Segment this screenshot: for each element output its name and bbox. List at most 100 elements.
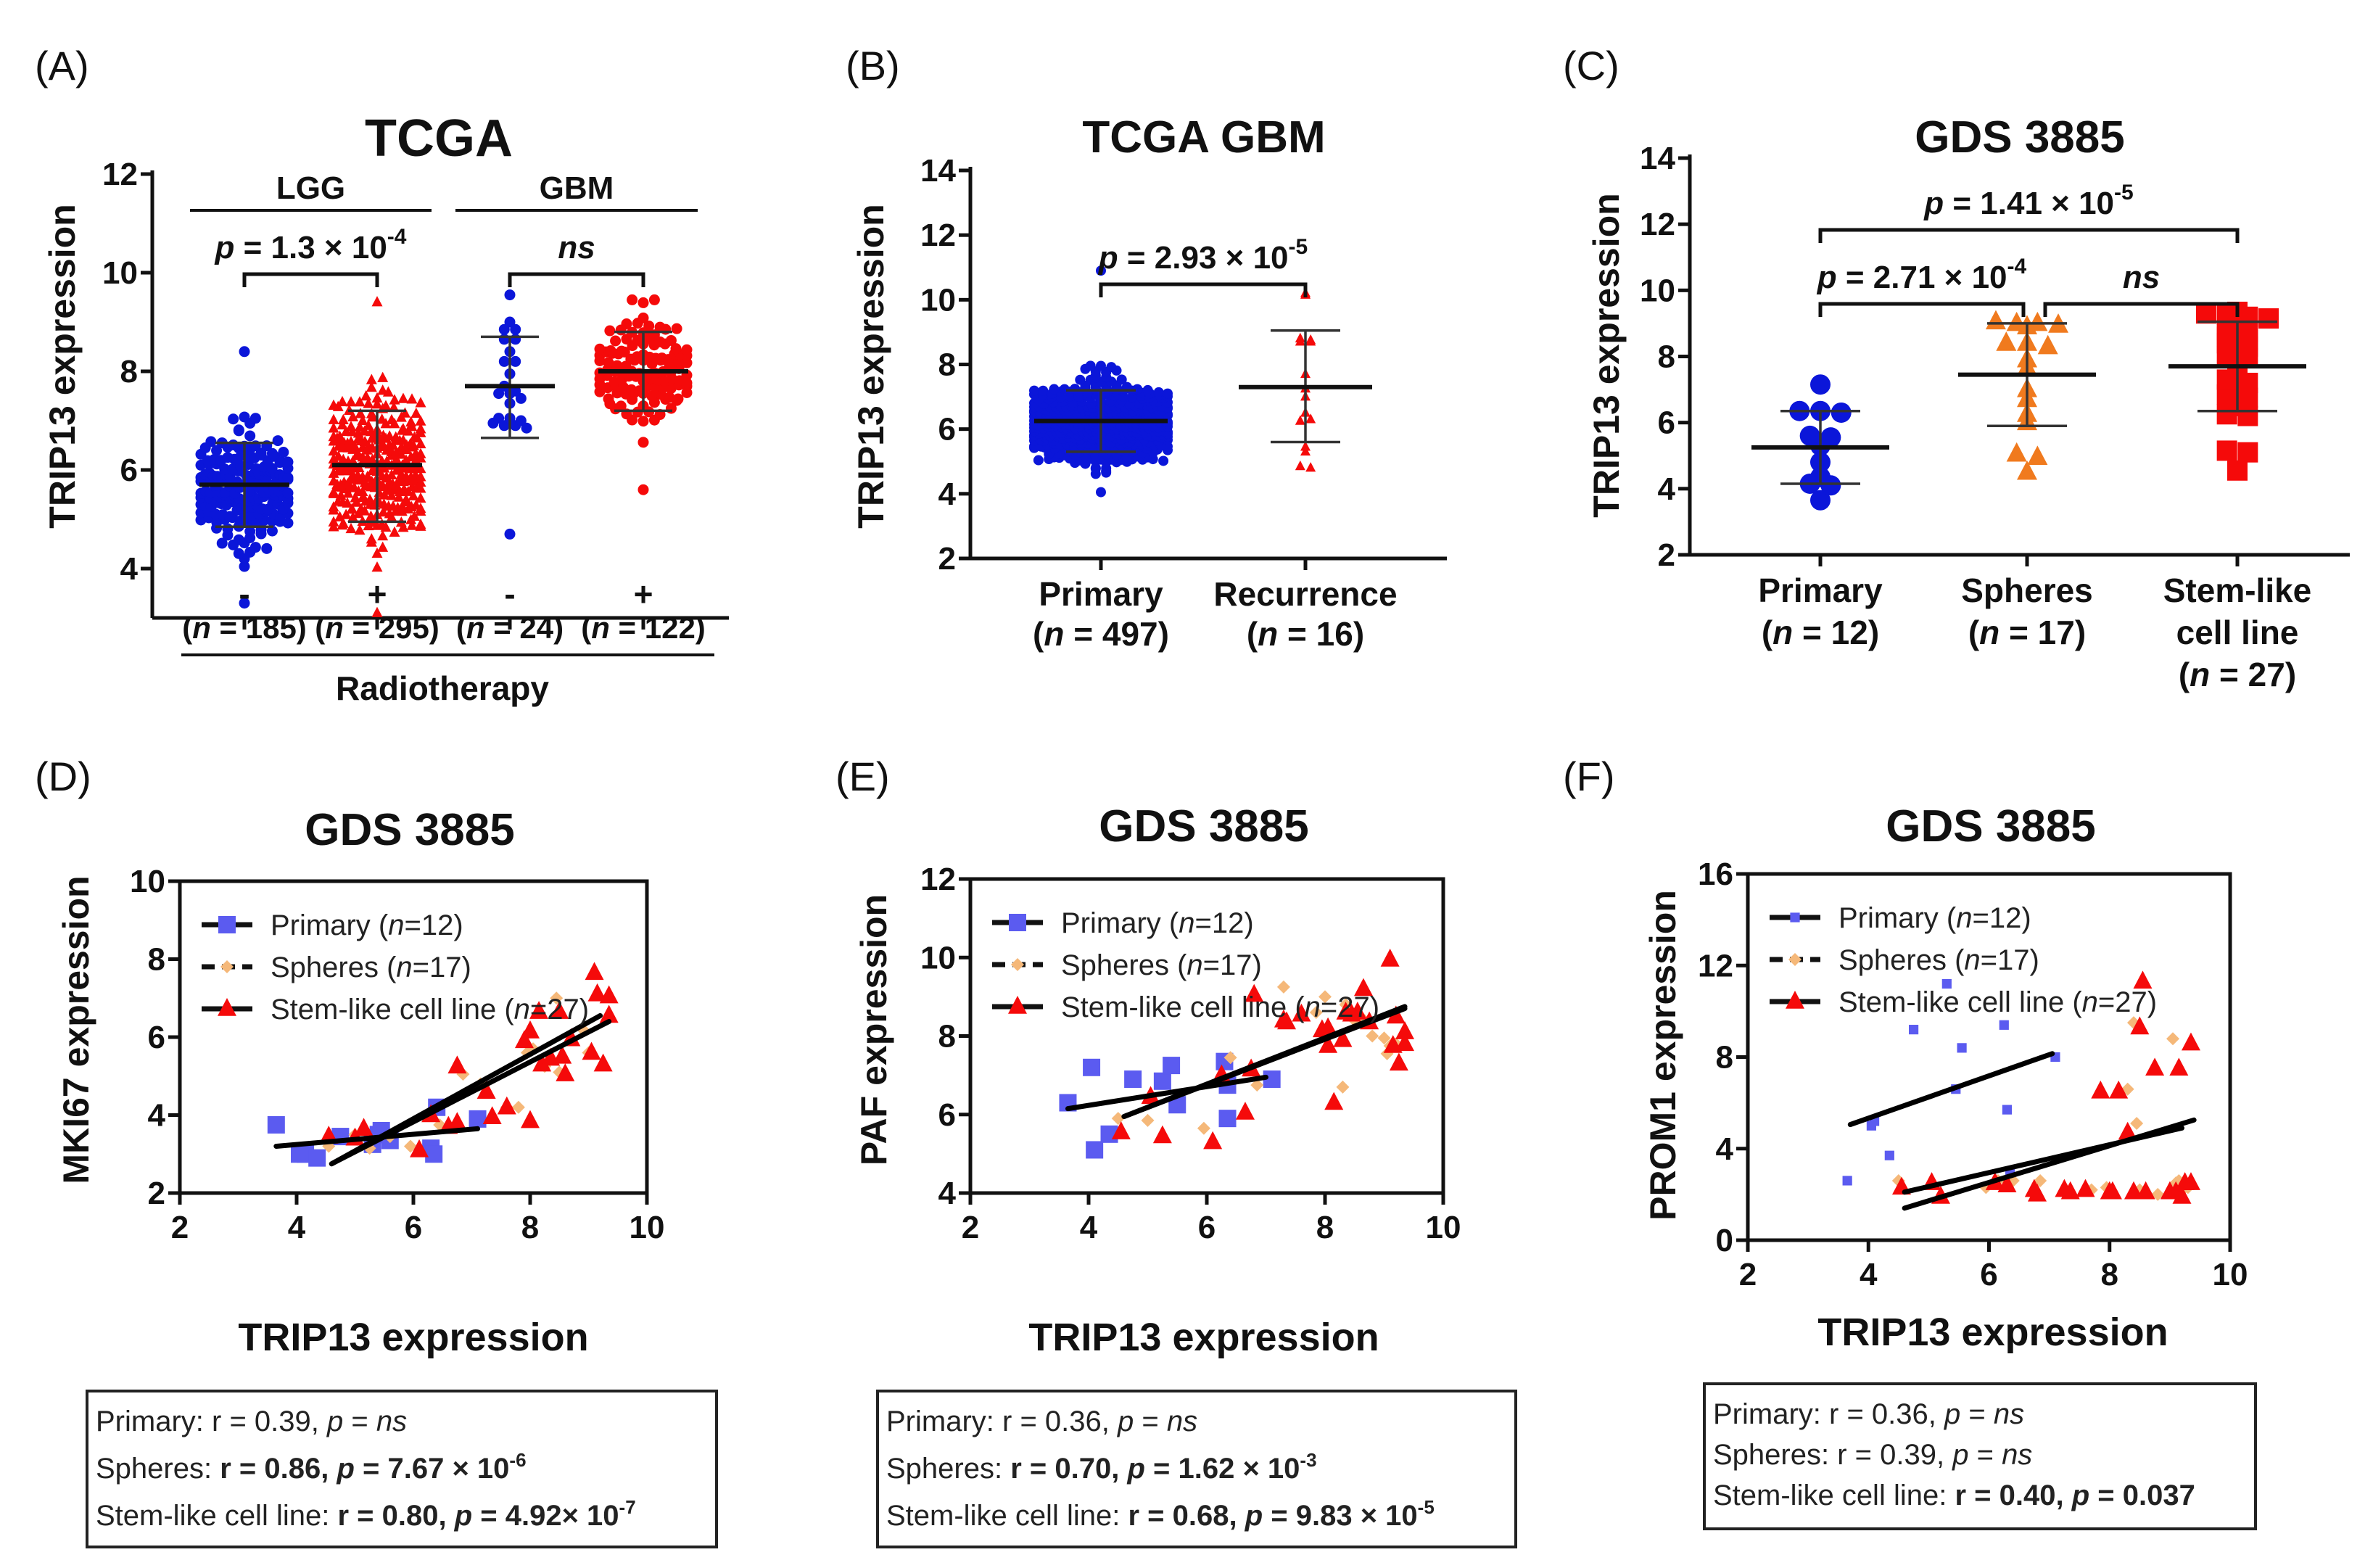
legend-marker	[218, 916, 236, 933]
data-point	[2118, 1121, 2137, 1140]
data-point	[510, 334, 521, 345]
data-point	[585, 962, 604, 981]
data-point	[376, 413, 388, 424]
exponent: -5	[2114, 181, 2134, 205]
stats-p: = 4.92× 10	[472, 1500, 619, 1532]
data-point	[1276, 980, 1290, 994]
n-paren: (	[182, 611, 192, 645]
stats-colon: :	[986, 1406, 1002, 1437]
data-point	[233, 424, 244, 436]
data-point	[1086, 1141, 1104, 1159]
data-point	[1377, 1031, 1391, 1045]
data-point	[514, 1030, 534, 1049]
data-point	[1318, 990, 1332, 1004]
data-point	[308, 1149, 326, 1167]
y-tick-label: 10	[920, 282, 956, 318]
p-value-annotation: ns	[558, 230, 595, 265]
n-label: (n = 12)	[1762, 614, 1879, 651]
n-paren: (	[315, 611, 325, 645]
y-tick-label: 12	[1698, 948, 1733, 983]
data-point	[599, 1004, 619, 1023]
stats-group: Stem-like cell line	[886, 1500, 1112, 1532]
data-point	[515, 392, 527, 404]
regression-line	[1902, 1117, 2197, 1211]
p-symbol: p	[1817, 260, 1837, 295]
data-point	[272, 435, 284, 447]
data-point	[350, 492, 361, 503]
data-point	[2216, 440, 2237, 461]
group-header-label: LGG	[276, 170, 345, 206]
data-point	[371, 398, 383, 409]
stats-r: r = 0.39	[1837, 1439, 1936, 1471]
data-point	[2037, 334, 2058, 355]
data-point	[1985, 310, 2006, 330]
data-point	[611, 360, 623, 371]
x-tick-label: 8	[1316, 1210, 1334, 1245]
data-point	[2027, 445, 2048, 466]
data-point	[328, 422, 339, 433]
data-point	[2172, 1186, 2192, 1204]
y-axis-title-f: PROM1 expression	[1643, 890, 1683, 1221]
panel-label-d: (D)	[35, 754, 91, 799]
significance-bracket	[1099, 282, 1308, 297]
data-point	[282, 517, 294, 529]
x-axis-title-e: TRIP13 expression	[1028, 1316, 1379, 1359]
data-point	[2258, 308, 2279, 329]
data-point	[681, 377, 693, 389]
stats-group: Stem-like cell line	[1713, 1480, 1939, 1511]
legend-n: =12)	[1194, 907, 1253, 939]
data-point	[1309, 1006, 1323, 1020]
data-point	[244, 526, 256, 537]
data-point	[670, 343, 682, 355]
data-point	[1049, 384, 1060, 395]
legend-n: =12)	[404, 909, 463, 941]
data-point	[328, 453, 339, 464]
n-symbol: n	[2082, 986, 2098, 1018]
stats-eq: =	[1134, 1406, 1167, 1437]
n-paren: (	[1968, 614, 1980, 651]
stats-colon: :	[204, 1453, 220, 1485]
data-point	[371, 606, 383, 617]
data-point	[1158, 455, 1169, 466]
p-symbol: p	[215, 230, 235, 265]
data-point	[371, 561, 383, 572]
y-tick-label: 14	[920, 153, 956, 189]
x-tick-label: 6	[1198, 1210, 1216, 1245]
y-tick-label: 12	[920, 862, 956, 897]
data-point	[376, 518, 388, 529]
data-point	[384, 508, 395, 519]
legend-series-name: Stem-like cell line	[1061, 991, 1287, 1023]
y-tick-label: 10	[1640, 273, 1675, 308]
data-point	[1305, 462, 1316, 472]
stats-ns: ns	[376, 1406, 407, 1437]
data-point	[397, 423, 409, 434]
category-label: -	[504, 575, 515, 613]
p-symbol: p	[1098, 240, 1118, 276]
legend-label: Stem-like cell line (n=27)	[271, 994, 589, 1026]
series-stem-like-cell-line	[1891, 970, 2200, 1204]
legend-marker	[1009, 914, 1026, 931]
stats-p: = 7.67 × 10	[355, 1453, 510, 1485]
n-value: = 185)	[211, 611, 307, 645]
stats-group: Primary	[96, 1406, 196, 1437]
data-point	[415, 476, 426, 487]
stats-group: Primary	[1713, 1398, 1813, 1430]
legend-paren: (	[379, 952, 397, 983]
data-point	[400, 454, 412, 465]
data-point	[1324, 1092, 1344, 1110]
y-tick-label: 4	[938, 1176, 957, 1211]
panel-label-a: (A)	[35, 43, 89, 88]
data-point	[1141, 1113, 1155, 1127]
data-point	[377, 384, 389, 395]
data-point	[239, 346, 250, 358]
category-label: Primary	[1758, 572, 1883, 609]
stats-comma: ,	[1229, 1500, 1245, 1532]
stats-comma: ,	[1936, 1439, 1952, 1471]
n-symbol: n	[1964, 944, 1980, 976]
legend-paren: (	[2064, 986, 2082, 1018]
y-tick-label: 6	[1658, 405, 1675, 441]
stats-p: = 9.83 × 10	[1263, 1500, 1418, 1532]
y-tick-label: 14	[1640, 141, 1675, 176]
data-point	[266, 447, 278, 459]
data-point	[360, 389, 372, 401]
